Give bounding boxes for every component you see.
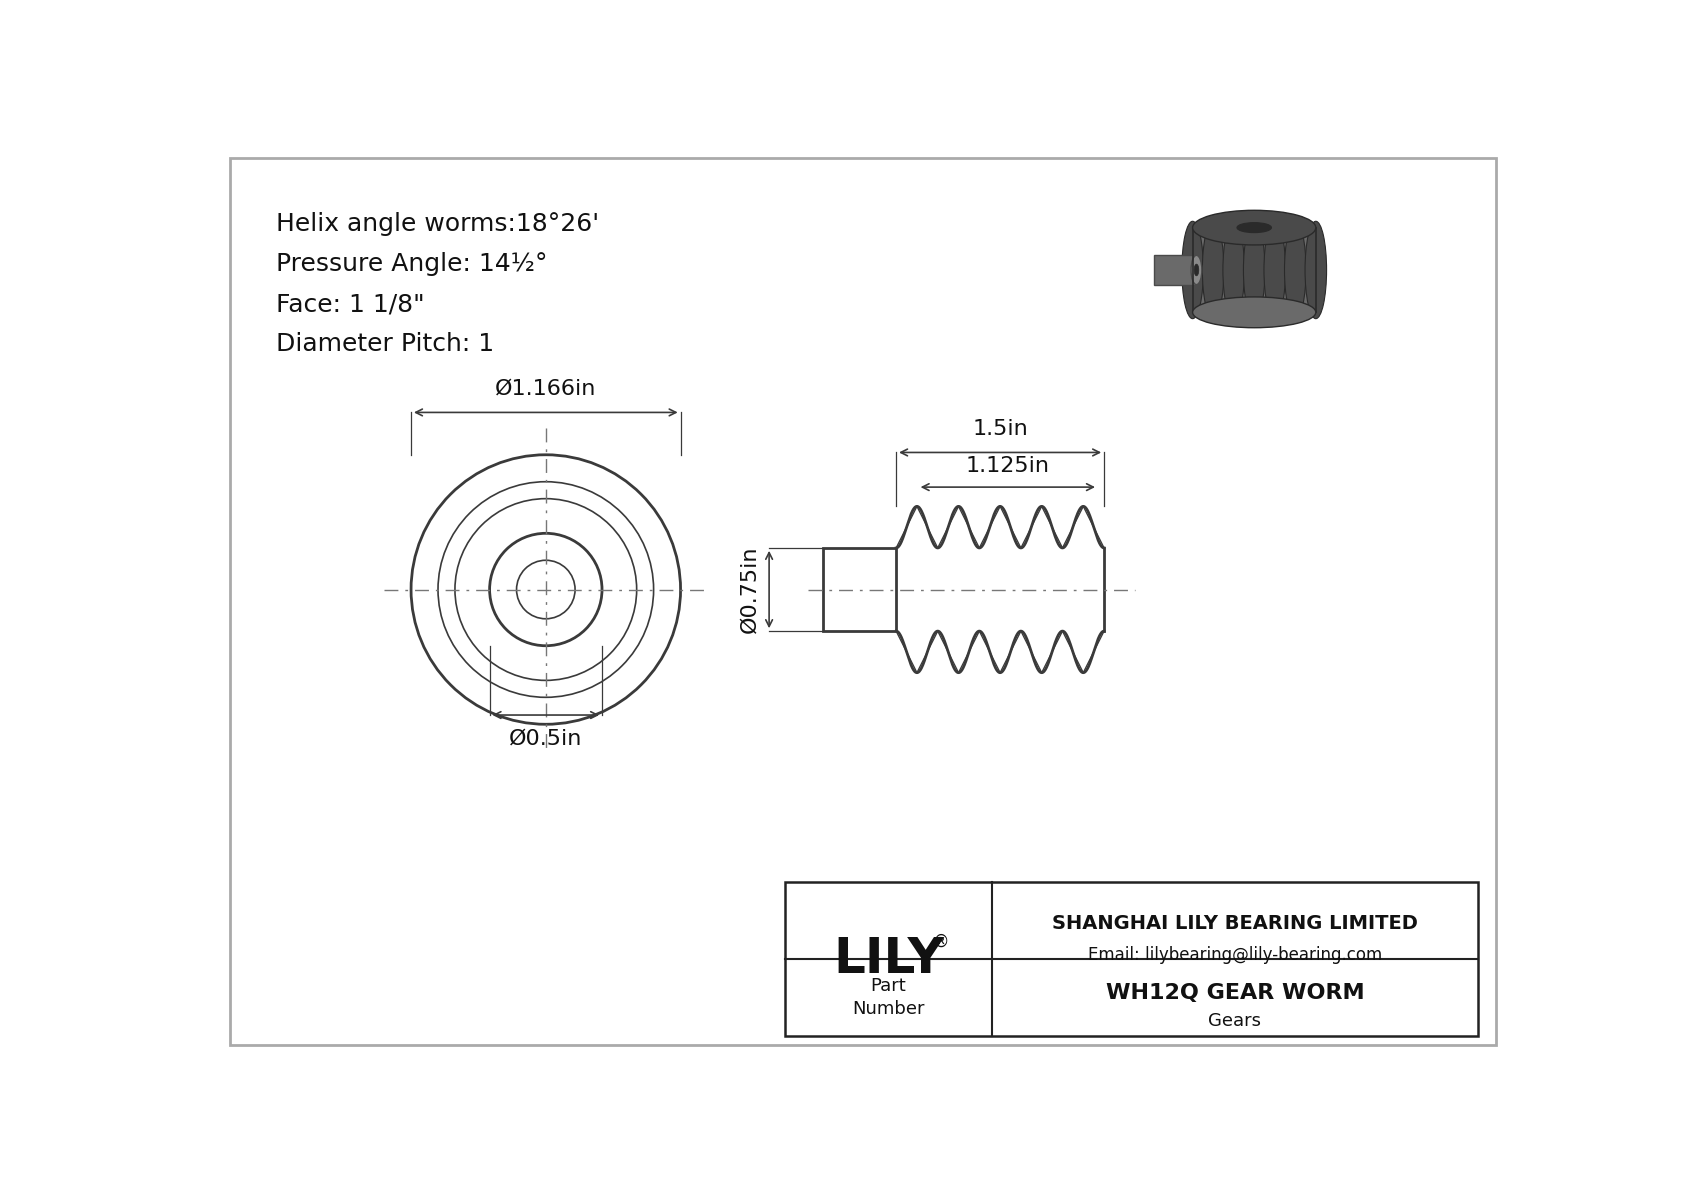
Text: WH12Q GEAR WORM: WH12Q GEAR WORM [1106, 983, 1364, 1003]
Text: Email: lilybearing@lily-bearing.com: Email: lilybearing@lily-bearing.com [1088, 947, 1383, 965]
Text: 1.125in: 1.125in [967, 456, 1049, 475]
Bar [1192, 227, 1315, 312]
Ellipse shape [1243, 222, 1265, 319]
Ellipse shape [1194, 264, 1199, 276]
Text: Part
Number: Part Number [852, 977, 925, 1018]
Ellipse shape [1192, 297, 1315, 328]
Ellipse shape [1202, 222, 1224, 319]
Ellipse shape [1223, 222, 1244, 319]
Text: SHANGHAI LILY BEARING LIMITED: SHANGHAI LILY BEARING LIMITED [1052, 915, 1418, 934]
Ellipse shape [1191, 255, 1202, 285]
Ellipse shape [1182, 222, 1204, 319]
Text: Helix angle worms:18°26': Helix angle worms:18°26' [276, 212, 600, 236]
Bar [785, 883, 1477, 1036]
Text: Ø0.5in: Ø0.5in [509, 729, 583, 749]
Text: Gears: Gears [1209, 1011, 1261, 1030]
Ellipse shape [1265, 222, 1285, 319]
Bar [823, 548, 896, 631]
Text: Ø0.75in: Ø0.75in [739, 545, 759, 634]
Ellipse shape [1305, 222, 1327, 319]
Bar [1154, 255, 1196, 285]
Text: Diameter Pitch: 1: Diameter Pitch: 1 [276, 332, 495, 356]
Text: ®: ® [933, 934, 950, 952]
Ellipse shape [1192, 211, 1315, 245]
Text: 1.5in: 1.5in [972, 418, 1027, 438]
Ellipse shape [1238, 223, 1271, 232]
Text: Ø1.166in: Ø1.166in [495, 379, 596, 399]
Text: Pressure Angle: 14½°: Pressure Angle: 14½° [276, 252, 547, 276]
Text: LILY: LILY [834, 935, 943, 983]
Ellipse shape [1285, 222, 1307, 319]
Text: Face: 1 1/8": Face: 1 1/8" [276, 292, 424, 317]
